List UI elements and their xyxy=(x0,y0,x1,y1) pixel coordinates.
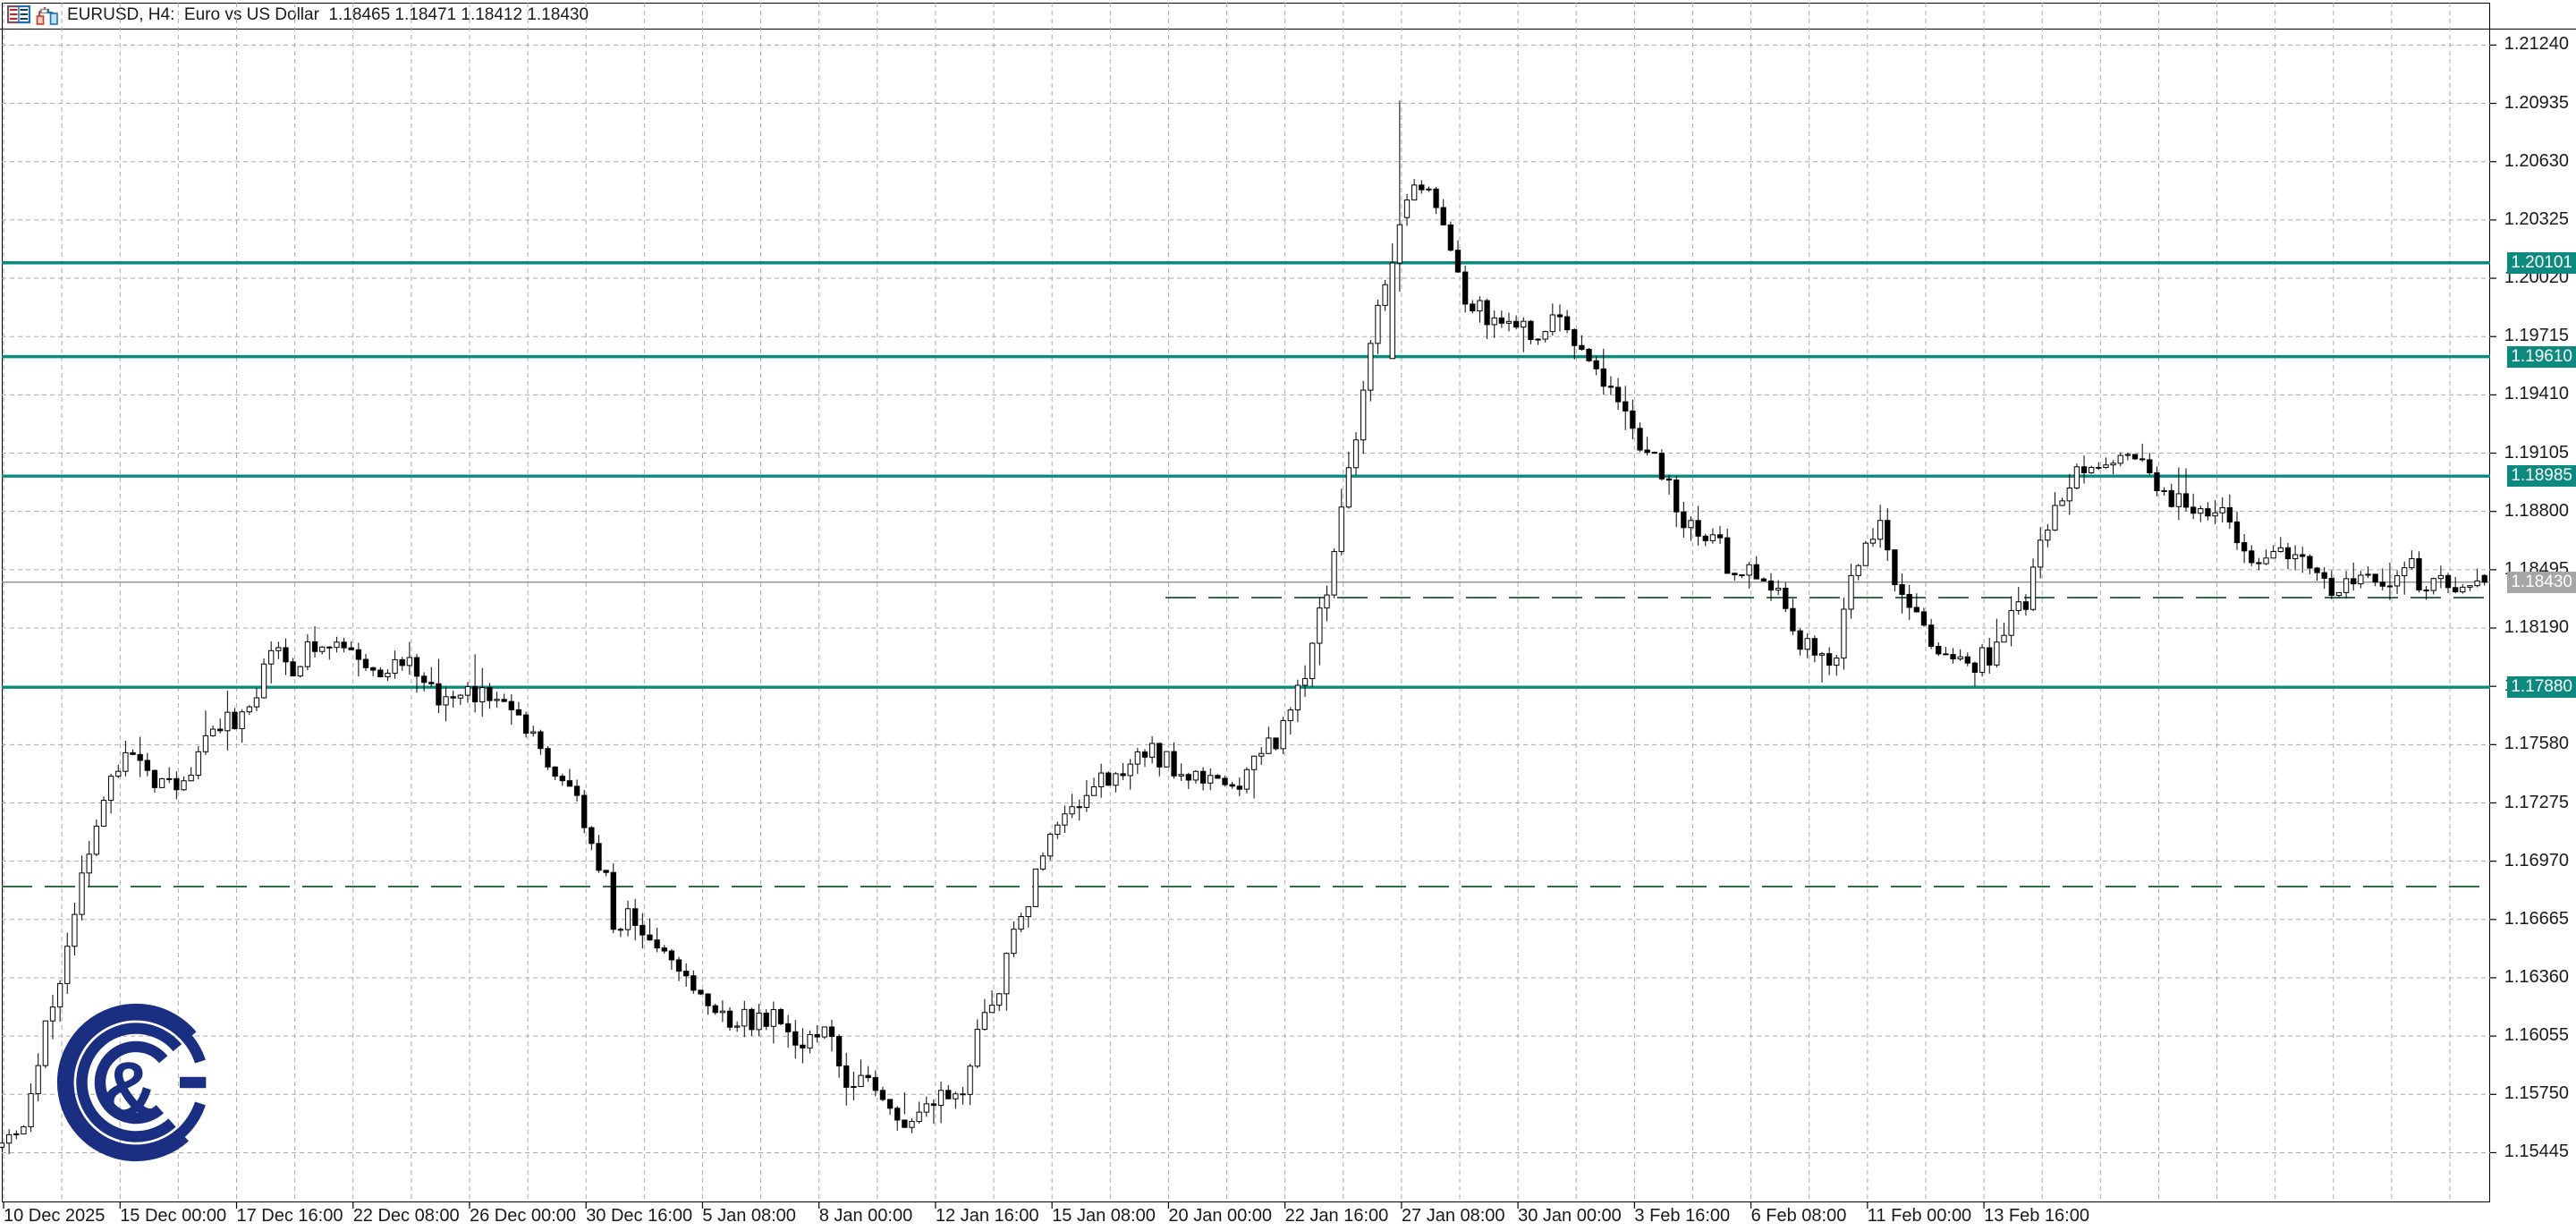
svg-text:&: & xyxy=(101,1046,157,1133)
